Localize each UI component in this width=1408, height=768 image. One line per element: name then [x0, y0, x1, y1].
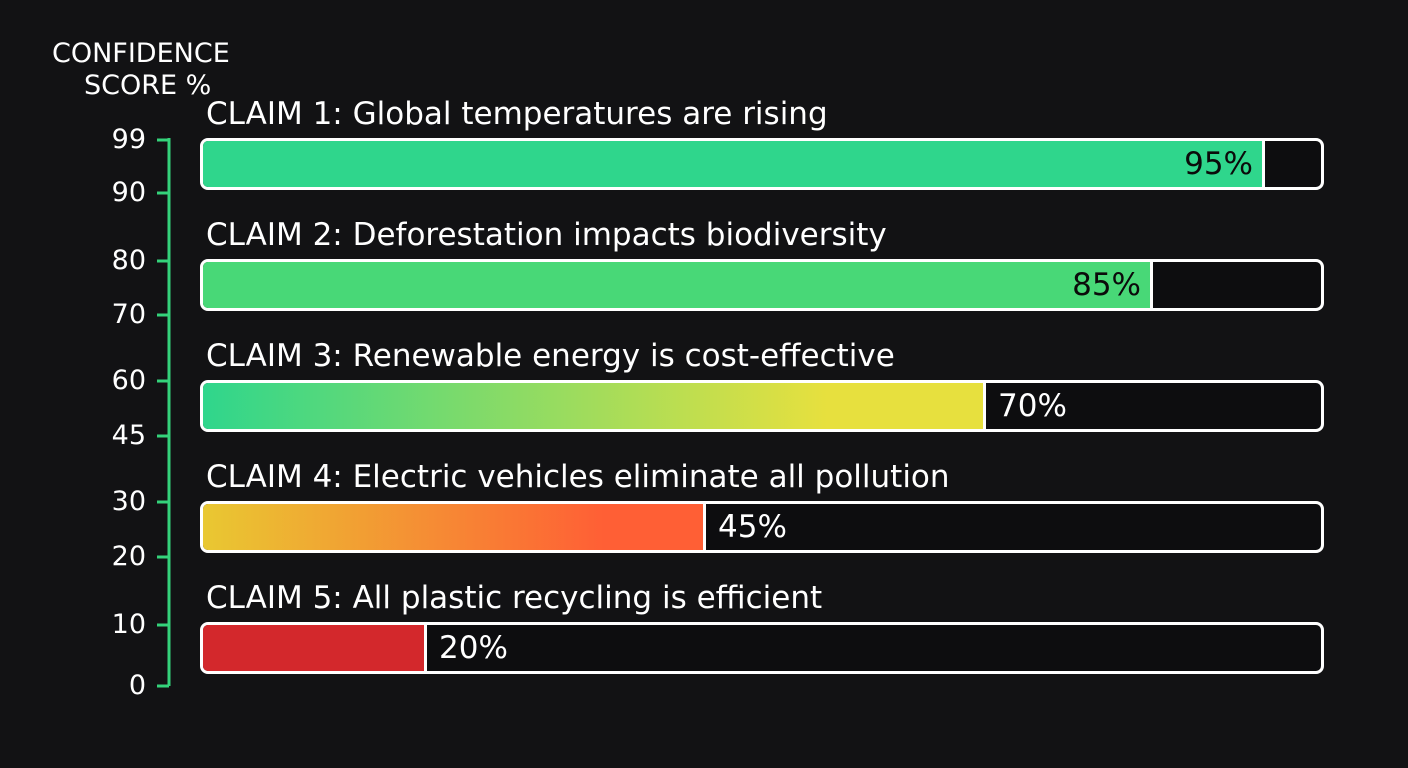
- axis-tick-label: 30: [111, 486, 146, 517]
- axis-tick-label: 99: [111, 124, 146, 155]
- bar-frame: 70%: [200, 380, 1324, 432]
- bar-frame: 95%: [200, 138, 1324, 190]
- bar: [203, 504, 706, 550]
- bar: [203, 262, 1153, 308]
- claim-label: CLAIM 1: Global temperatures are rising: [206, 96, 828, 132]
- axis-tick-label: 90: [111, 177, 146, 208]
- bar: [203, 625, 427, 671]
- claim-label: CLAIM 5: All plastic recycling is effici…: [206, 580, 823, 616]
- claim-label: CLAIM 3: Renewable energy is cost-effect…: [206, 338, 895, 374]
- bar: [203, 141, 1265, 187]
- claim-label: CLAIM 2: Deforestation impacts biodivers…: [206, 217, 887, 253]
- y-axis-title-line-2: SCORE %: [84, 70, 212, 101]
- axis-tick-label: 0: [128, 670, 146, 701]
- bar: [203, 383, 986, 429]
- axis-tick-label: 70: [111, 299, 146, 330]
- bar-value-label: 85%: [1072, 267, 1141, 303]
- bar-value-label: 45%: [718, 509, 787, 545]
- axis-tick-label: 20: [111, 541, 146, 572]
- axis-tick-label: 60: [111, 365, 146, 396]
- bar-value-label: 70%: [998, 388, 1067, 424]
- axis-tick-label: 45: [111, 420, 146, 451]
- bar-value-label: 95%: [1184, 146, 1253, 182]
- bar-frame: 85%: [200, 259, 1324, 311]
- axis-tick-label: 10: [111, 609, 146, 640]
- bar-frame: 20%: [200, 622, 1324, 674]
- axis-tick-label: 80: [111, 245, 146, 276]
- y-axis-title: CONFIDENCE SCORE %: [40, 38, 250, 102]
- y-axis-title-line-1: CONFIDENCE: [52, 38, 230, 69]
- bar-value-label: 20%: [439, 630, 508, 666]
- bar-frame: 45%: [200, 501, 1324, 553]
- claim-label: CLAIM 4: Electric vehicles eliminate all…: [206, 459, 950, 495]
